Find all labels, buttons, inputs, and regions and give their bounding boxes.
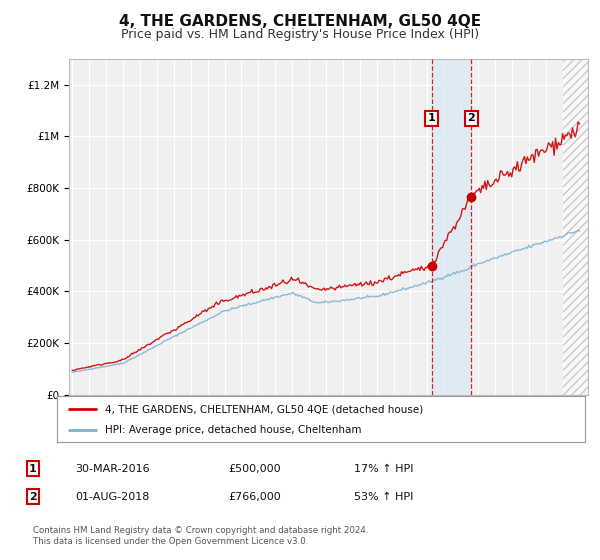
Text: 4, THE GARDENS, CHELTENHAM, GL50 4QE (detached house): 4, THE GARDENS, CHELTENHAM, GL50 4QE (de…	[104, 404, 423, 414]
Text: 1: 1	[29, 464, 37, 474]
Text: 4, THE GARDENS, CHELTENHAM, GL50 4QE: 4, THE GARDENS, CHELTENHAM, GL50 4QE	[119, 14, 481, 29]
Text: £766,000: £766,000	[228, 492, 281, 502]
Text: £500,000: £500,000	[228, 464, 281, 474]
Bar	[431, 59, 472, 395]
Text: Contains HM Land Registry data © Crown copyright and database right 2024.
This d: Contains HM Land Registry data © Crown c…	[33, 526, 368, 546]
Text: 2: 2	[29, 492, 37, 502]
Bar	[563, 59, 588, 395]
Text: 30-MAR-2016: 30-MAR-2016	[75, 464, 149, 474]
Text: 01-AUG-2018: 01-AUG-2018	[75, 492, 149, 502]
Text: 53% ↑ HPI: 53% ↑ HPI	[354, 492, 413, 502]
Text: Price paid vs. HM Land Registry's House Price Index (HPI): Price paid vs. HM Land Registry's House …	[121, 28, 479, 41]
Text: HPI: Average price, detached house, Cheltenham: HPI: Average price, detached house, Chel…	[104, 424, 361, 435]
Text: 1: 1	[428, 114, 436, 123]
Text: 2: 2	[467, 114, 475, 123]
Text: 17% ↑ HPI: 17% ↑ HPI	[354, 464, 413, 474]
